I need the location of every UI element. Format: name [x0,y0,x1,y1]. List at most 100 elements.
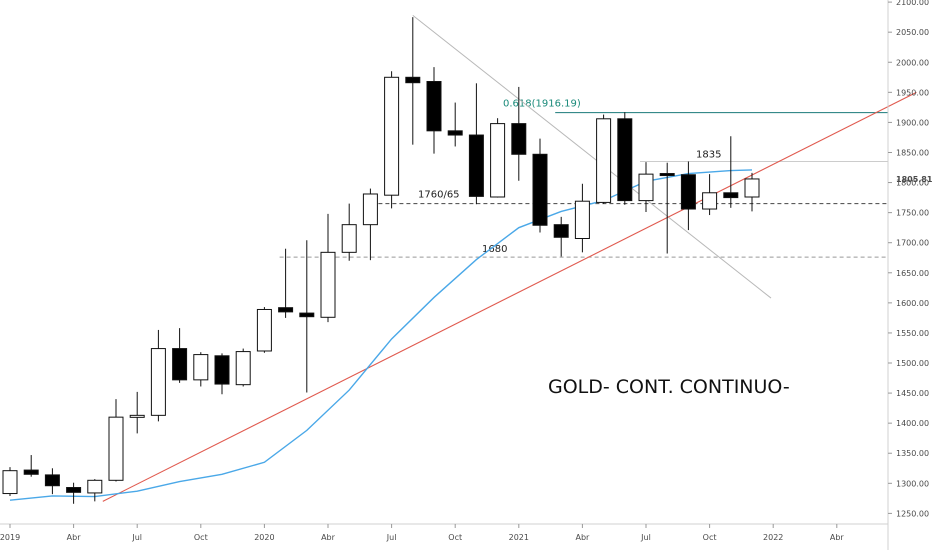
bearish-candle-body [468,134,484,197]
bullish-candle-body [150,348,166,416]
bullish-candle-body [320,251,336,318]
time-tick-label: Abr [67,533,82,542]
price-tick-label: 1300.00 [896,479,929,488]
candle [299,240,315,393]
time-tick-label: 2019 [0,533,20,542]
bullish-candle-body [702,192,718,210]
time-tick-label: Jul [640,533,651,542]
candle [235,348,251,387]
bearish-candle-body [66,487,82,493]
candle [341,203,357,261]
candles [2,17,760,504]
price-tick-label: 2050.00 [896,28,929,37]
time-tick-label: Abr [575,533,590,542]
candle [214,353,230,395]
bearish-candle-body [723,192,739,199]
bearish-candle-body [299,312,315,318]
bearish-candle-body [44,474,60,487]
bearish-candle-body [511,123,527,155]
candle [532,138,548,233]
candle [362,188,378,261]
bullish-candle-body [129,414,145,418]
time-tick-label: Oct [703,533,717,542]
bearish-candle-body [23,469,39,475]
time-tick-label: 2020 [254,533,274,542]
candle [23,455,39,477]
bullish-candle-body [490,123,506,198]
price-tick-label: 1800.00 [896,179,929,188]
level-label: 1680 [482,244,507,255]
price-tick-label: 1400.00 [896,419,929,428]
horizontal-levels: 0.618(1916.19) 1835 1760/65 1680 [279,99,888,258]
time-tick-label: Oct [194,533,208,542]
price-tick-label: 1700.00 [896,239,929,248]
bullish-candle-body [744,178,760,198]
candle [426,67,442,154]
price-tick-label: 1250.00 [896,509,929,518]
time-tick-label: 2021 [509,533,529,542]
level-label: 0.618(1916.19) [503,99,581,110]
candle [574,183,590,253]
bullish-candle-body [596,118,612,203]
candle [150,329,166,422]
price-tick-label: 1450.00 [896,389,929,398]
bullish-candle-body [235,351,251,386]
bearish-candle-body [426,81,442,132]
bearish-candle-body [617,118,633,202]
price-tick-label: 1350.00 [896,449,929,458]
time-tick-label: 2022 [763,533,783,542]
bearish-candle-body [553,224,569,238]
price-tick-label: 2100.00 [896,0,929,7]
bearish-candle-body [405,76,421,84]
candle [108,399,124,482]
candle [278,248,294,318]
candle [659,162,675,254]
downtrend-line [412,14,772,299]
bearish-candle-body [680,174,696,210]
chart-title: GOLD- CONT. CONTINUO- [548,376,790,398]
time-tick-label: Abr [321,533,336,542]
bearish-candle-body [447,130,463,136]
price-tick-label: 1650.00 [896,269,929,278]
candle [680,161,696,231]
bullish-candle-body [638,173,654,202]
price-tick-label: 1850.00 [896,148,929,157]
price-tick-label: 1550.00 [896,329,929,338]
bearish-candle-body [532,153,548,226]
candle [2,467,18,496]
uptrend-support-line [102,91,917,502]
price-tick-label: 1750.00 [896,209,929,218]
bullish-candle-body [108,416,124,481]
candle [193,352,209,387]
bullish-candle-body [193,354,209,381]
candle [129,391,145,434]
candle [66,482,82,504]
candle [723,136,739,208]
trend-lines [9,14,917,502]
last-price-label: 1805.81 [896,175,932,184]
bearish-candle-body [172,348,188,381]
time-tick-label: Jul [386,533,397,542]
candle [553,216,569,257]
time-tick-label: Jul [131,533,142,542]
price-tick-label: 1950.00 [896,88,929,97]
price-tick-label: 2000.00 [896,58,929,67]
bullish-candle-body [2,470,18,495]
candle [405,17,421,145]
bullish-candle-body [341,224,357,253]
candle [44,468,60,495]
price-tick-label: 1600.00 [896,299,929,308]
candle [447,102,463,147]
bearish-candle-body [214,355,230,385]
candle [320,213,336,323]
candle [596,114,612,204]
candle [702,174,718,216]
candle [468,83,484,205]
price-tick-label: 1500.00 [896,359,929,368]
candle [744,172,760,212]
candle [87,479,103,502]
bullish-candle-body [574,200,590,239]
price-axis: 1250.00 1300.00 1350.00 1400.00 1450.00 1500.… [887,0,932,550]
price-tick-label: 1900.00 [896,118,929,127]
